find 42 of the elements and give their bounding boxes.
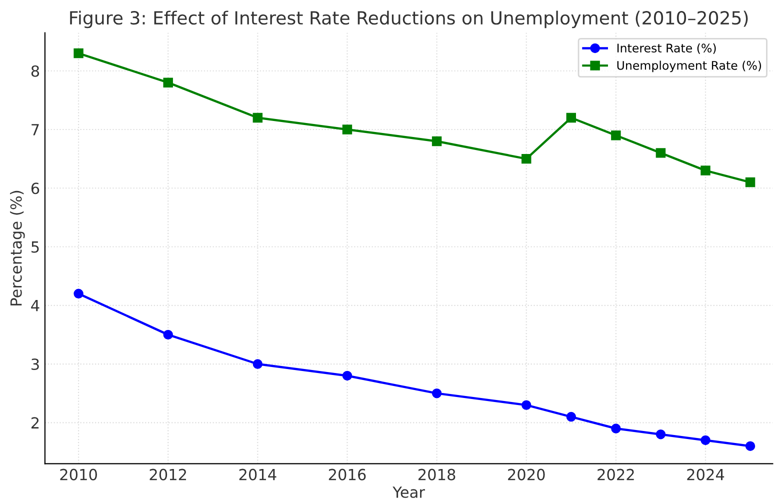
point bbox=[611, 424, 621, 434]
point bbox=[522, 154, 532, 164]
x-tick-label: 2012 bbox=[150, 468, 186, 480]
x-tick-label: 2020 bbox=[508, 468, 545, 480]
x-tick-label: 2022 bbox=[598, 468, 634, 480]
x-tick-label: 2014 bbox=[239, 468, 276, 480]
y-tick-label: 7 bbox=[32, 124, 39, 136]
legend-label: Unemployment Rate (%) bbox=[617, 60, 762, 72]
point bbox=[163, 330, 173, 340]
chart-title: Figure 3: Effect of Interest Rate Reductions on Unemployment (2010–2025) bbox=[70, 10, 748, 28]
point bbox=[745, 441, 756, 451]
point bbox=[700, 166, 710, 176]
point bbox=[74, 48, 84, 58]
x-tick-label: 2010 bbox=[60, 468, 97, 480]
point bbox=[163, 78, 173, 88]
point bbox=[342, 370, 352, 381]
point bbox=[700, 435, 710, 446]
y-tick-label: 5 bbox=[32, 241, 39, 253]
y-tick-label: 6 bbox=[31, 182, 40, 194]
point bbox=[656, 148, 666, 158]
point bbox=[566, 112, 576, 123]
point bbox=[656, 430, 666, 440]
point bbox=[611, 130, 621, 140]
y-tick-label: 4 bbox=[31, 300, 40, 312]
point bbox=[432, 136, 442, 146]
y-axis-title: Percentage (%) bbox=[10, 190, 25, 306]
point bbox=[74, 288, 84, 299]
point bbox=[745, 177, 756, 188]
x-axis-title: Year bbox=[392, 486, 425, 498]
point bbox=[566, 412, 576, 422]
y-tick-label: 8 bbox=[31, 65, 40, 77]
point bbox=[522, 400, 532, 410]
x-tick-label: 2024 bbox=[687, 468, 724, 480]
y-tick-label: 2 bbox=[31, 417, 39, 428]
point bbox=[252, 359, 263, 369]
point bbox=[342, 124, 352, 134]
point bbox=[432, 388, 442, 398]
x-tick-label: 2016 bbox=[328, 468, 366, 480]
legend-label: Interest Rate (%) bbox=[617, 43, 716, 54]
x-tick-label: 2018 bbox=[418, 468, 456, 480]
point bbox=[252, 112, 263, 123]
y-tick-label: 3 bbox=[32, 358, 39, 370]
